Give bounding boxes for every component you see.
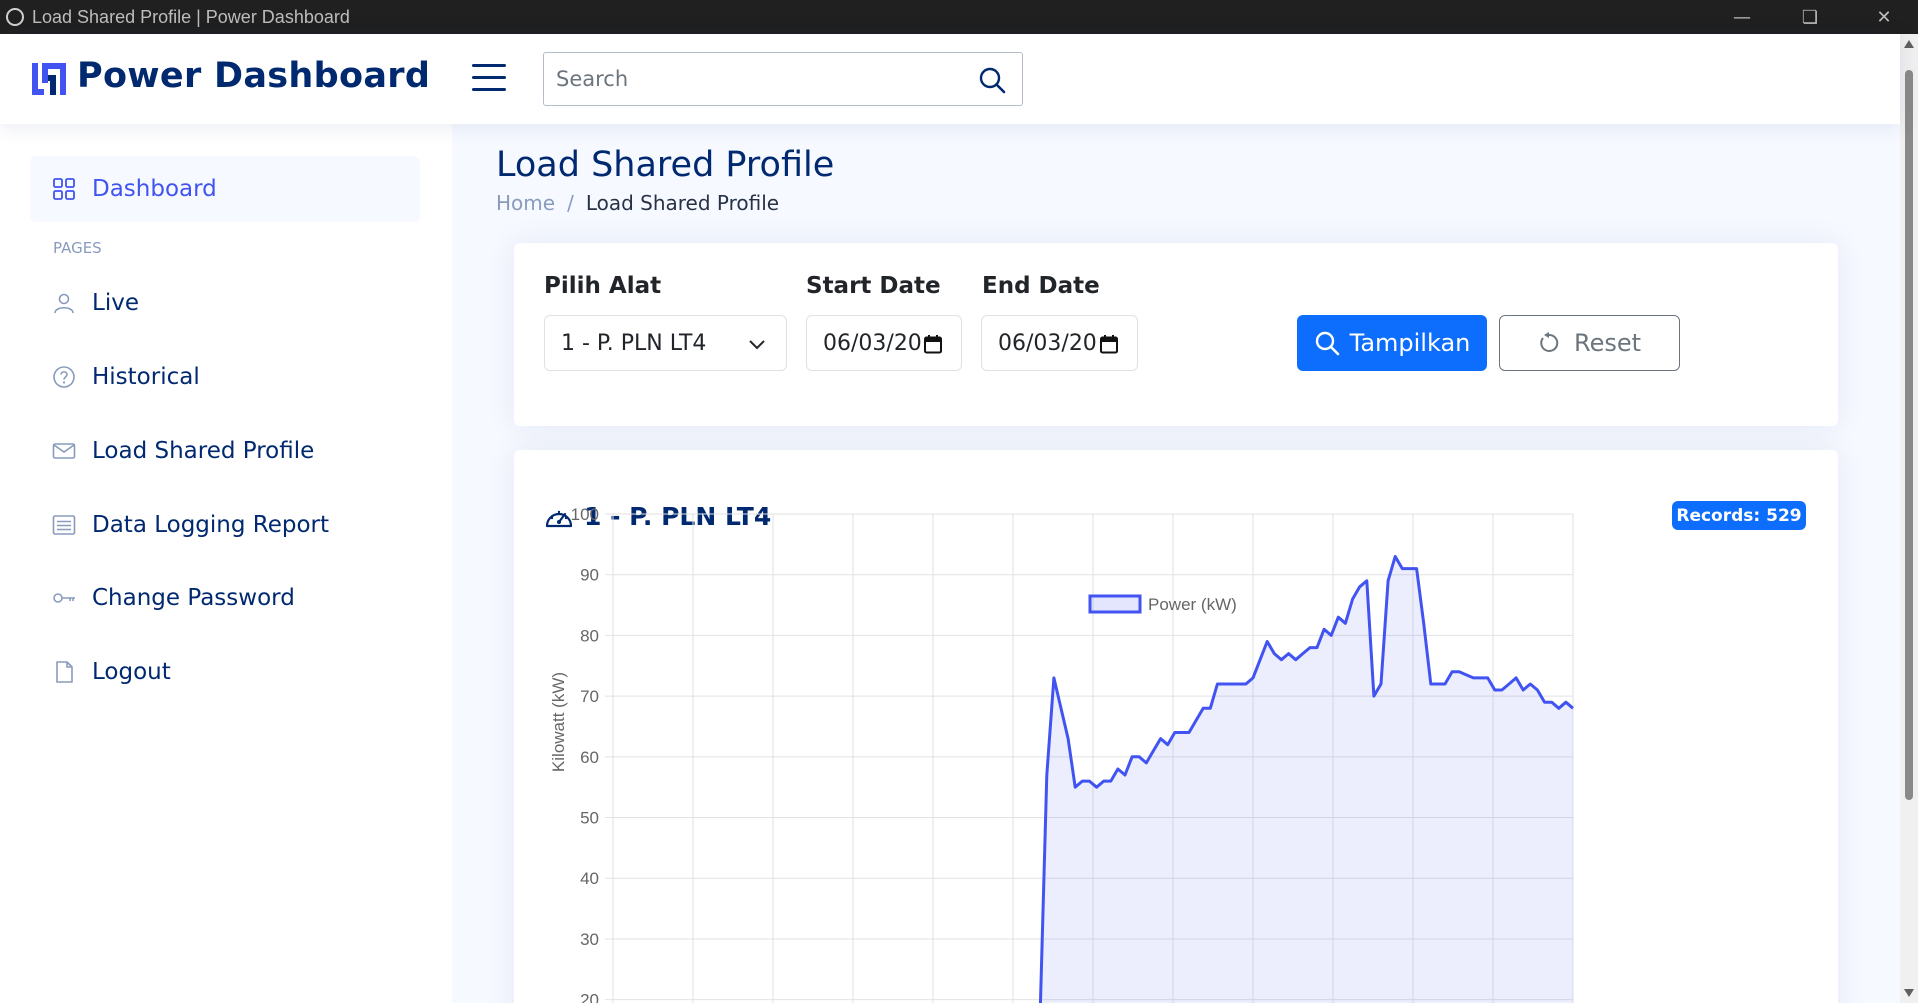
power-dashboard-logo[interactable] [30, 61, 68, 97]
grid-icon [52, 177, 76, 201]
y-tick-label: 80 [580, 626, 599, 645]
y-axis-label: Kilowatt (kW) [549, 672, 568, 772]
breadcrumb-current: Load Shared Profile [585, 191, 780, 215]
reset-button-label: Reset [1573, 329, 1642, 357]
minimize-icon[interactable]: — [1733, 6, 1751, 28]
chart-card-title: 1 - P. PLN LT4 [544, 502, 771, 531]
nav-heading-pages: PAGES [53, 239, 102, 257]
chart-grid [605, 513, 1574, 1003]
app-icon [6, 8, 24, 26]
end-date-label: End Date [982, 273, 1100, 299]
search-icon [1315, 331, 1339, 356]
show-button-label: Tampilkan [1349, 329, 1471, 357]
calendar-icon[interactable] [1099, 334, 1119, 354]
breadcrumb-home[interactable]: Home [496, 191, 556, 215]
chevron-down-icon [749, 340, 765, 350]
sidebar-item-label: Logout [92, 659, 171, 685]
chart-device-title: 1 - P. PLN LT4 [584, 502, 772, 531]
search-icon[interactable] [978, 66, 1006, 94]
breadcrumb-separator: / [567, 191, 574, 215]
sidebar-item-label: Change Password [92, 585, 295, 611]
search-bar [543, 52, 1023, 106]
sidebar-item-change-password[interactable]: Change Password [30, 565, 420, 631]
search-input[interactable] [544, 53, 964, 105]
sidebar-item-historical[interactable]: Historical [30, 344, 420, 410]
restore-icon[interactable]: ❏ [1801, 6, 1819, 28]
breadcrumb: Home / Load Shared Profile [496, 191, 779, 215]
hamburger-menu-icon[interactable] [472, 64, 506, 94]
key-icon [52, 586, 76, 610]
end-date-value: 06/03/2023 [998, 330, 1098, 356]
question-circle-icon [52, 365, 76, 389]
sidebar-item-label: Historical [92, 364, 200, 390]
sidebar-item-label: Dashboard [92, 176, 217, 202]
person-icon [52, 291, 76, 315]
sidebar-item-label: Live [92, 290, 139, 316]
legend-swatch [1088, 594, 1142, 614]
start-date-value: 06/03/2023 [823, 330, 923, 356]
calendar-icon[interactable] [923, 334, 943, 354]
reset-button[interactable]: Reset [1499, 315, 1680, 371]
window-title-bar: Load Shared Profile | Power Dashboard — … [0, 0, 1918, 34]
sidebar-item-label: Data Logging Report [92, 512, 330, 538]
y-tick-label: 70 [580, 687, 599, 706]
y-tick-label: 50 [580, 809, 599, 828]
y-tick-label: 90 [580, 566, 599, 585]
window-title: Load Shared Profile | Power Dashboard [32, 6, 350, 27]
brand-name[interactable]: Power Dashboard [77, 56, 431, 96]
start-date-input[interactable]: 06/03/2023 [806, 315, 962, 371]
power-chart: 20 30 40 50 60 70 80 90 100 Power (kW) Kilowatt … [549, 505, 1574, 1003]
sidebar: Dashboard PAGES Live Historical Load Sha… [0, 124, 452, 1003]
speedometer-icon [545, 510, 573, 527]
sidebar-item-dashboard[interactable]: Dashboard [30, 156, 420, 222]
scrollbar-thumb[interactable] [1905, 70, 1913, 800]
y-tick-label: 100 [571, 505, 599, 524]
sidebar-item-logout[interactable]: Logout [30, 639, 420, 705]
chart-card: 1 - P. PLN LT4 Records: 529 20 30 40 50 60 70… [514, 450, 1838, 1003]
show-button[interactable]: Tampilkan [1297, 315, 1487, 371]
y-tick-label: 40 [580, 869, 599, 888]
filter-card: Pilih Alat 1 - P. PLN LT4 Start Date 06/… [514, 243, 1838, 426]
close-icon[interactable]: ✕ [1876, 6, 1892, 28]
legend-label: Power (kW) [1148, 595, 1237, 614]
sidebar-item-load-shared-profile[interactable]: Load Shared Profile [30, 418, 420, 484]
scroll-up-arrow[interactable] [1904, 40, 1914, 48]
chart-y-ticks: 20 30 40 50 60 70 80 90 100 [571, 505, 599, 1003]
device-label: Pilih Alat [544, 273, 662, 299]
sidebar-item-label: Load Shared Profile [92, 438, 315, 464]
sidebar-item-data-logging-report[interactable]: Data Logging Report [30, 492, 420, 558]
device-select-value: 1 - P. PLN LT4 [561, 330, 707, 356]
records-badge: Records: 529 [1672, 501, 1806, 530]
y-tick-label: 60 [580, 748, 599, 767]
reset-icon [1540, 332, 1559, 352]
sidebar-item-live[interactable]: Live [30, 270, 420, 336]
start-date-label: Start Date [806, 273, 941, 299]
device-select[interactable]: 1 - P. PLN LT4 [544, 315, 787, 371]
page-scrollbar[interactable] [1900, 34, 1918, 1003]
envelope-icon [52, 439, 76, 463]
power-series-line [1038, 555, 1574, 1003]
scroll-down-arrow[interactable] [1904, 989, 1914, 997]
power-area-fill [1040, 556, 1573, 1003]
y-tick-label: 30 [580, 930, 599, 949]
file-icon [52, 660, 76, 684]
end-date-input[interactable]: 06/03/2023 [981, 315, 1138, 371]
page-title: Load Shared Profile [496, 145, 835, 185]
y-tick-label: 20 [580, 991, 599, 1003]
list-icon [52, 513, 76, 537]
top-header: Power Dashboard [0, 34, 1900, 124]
